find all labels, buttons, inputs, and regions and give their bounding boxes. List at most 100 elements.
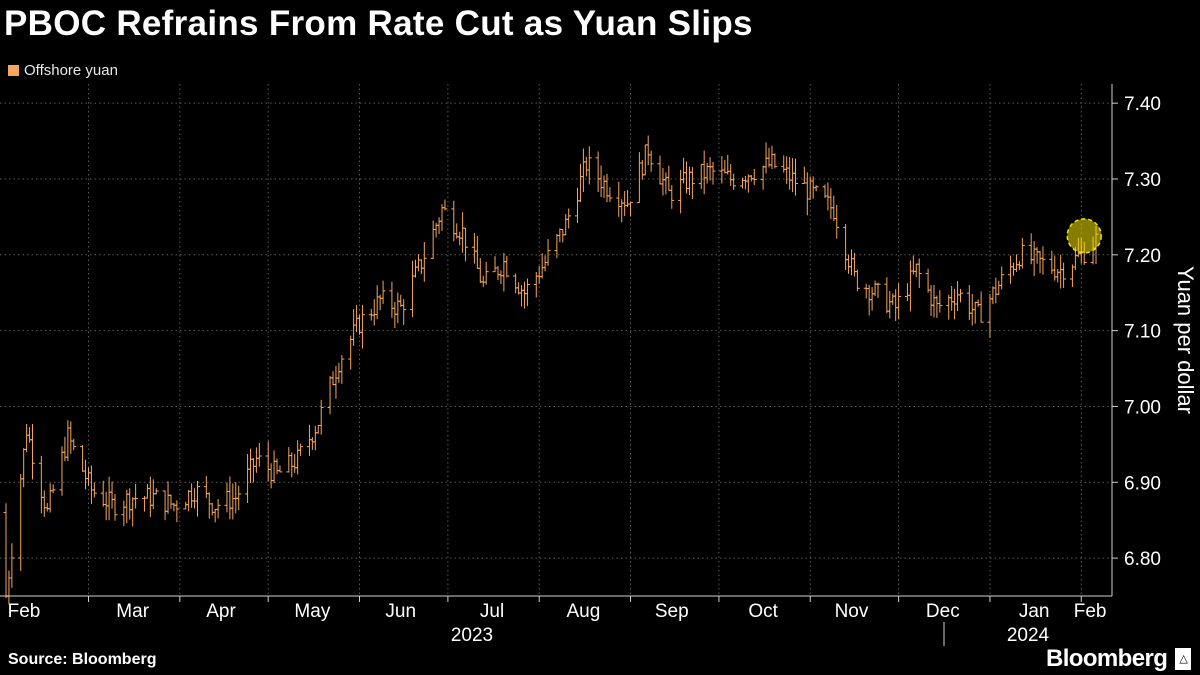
x-tick-label: Jul (480, 601, 504, 622)
price-bar (560, 228, 566, 243)
price-bar (209, 502, 215, 516)
price-bar (710, 161, 716, 185)
price-bar (315, 424, 321, 434)
annotations (1066, 218, 1102, 254)
price-bar (410, 260, 416, 318)
price-bar (85, 467, 91, 486)
price-bar (583, 156, 589, 177)
brand-name: Bloomberg (1046, 645, 1168, 672)
price-bar (1055, 269, 1061, 283)
y-axis-label: Yuan per dollar (1173, 266, 1198, 414)
price-bar (580, 148, 586, 193)
price-bar (628, 201, 634, 217)
price-bar (265, 441, 271, 482)
price-bar (91, 482, 97, 498)
price-bar (268, 463, 274, 489)
price-bar (648, 150, 654, 172)
y-tick-label: 7.30 (1124, 170, 1161, 191)
legend-label: Offshore yuan (24, 62, 118, 79)
price-bar (896, 283, 902, 320)
price-bar (339, 355, 345, 384)
price-bar (566, 208, 572, 229)
price-bar (44, 503, 50, 512)
price-bar (622, 191, 628, 217)
price-bar (854, 269, 860, 292)
price-bar (869, 287, 875, 311)
price-bar (996, 280, 1002, 296)
price-bar (106, 476, 112, 521)
price-bar (937, 290, 943, 313)
price-bar (893, 289, 899, 322)
price-bar (271, 450, 277, 484)
price-bar (731, 173, 737, 191)
price-bar (71, 438, 77, 451)
price-bar (577, 163, 583, 203)
price-bar (30, 424, 36, 480)
price-bar (483, 261, 489, 285)
price-bar (698, 163, 704, 189)
price-bar (934, 295, 940, 318)
price-bar (286, 446, 292, 473)
price-bar (999, 266, 1005, 290)
price-bar (993, 277, 999, 304)
price-bar (21, 448, 27, 488)
price-bar (333, 365, 339, 399)
source-note: Source: Bloomberg (8, 651, 157, 668)
x-tick-label: Sep (655, 601, 689, 622)
price-bar (230, 483, 236, 520)
price-bar (253, 447, 259, 473)
x-year-label: 2023 (451, 625, 493, 646)
price-bar (745, 174, 751, 193)
price-bar (825, 182, 831, 211)
price-bar (318, 399, 324, 435)
price-bar (236, 485, 242, 511)
price-bar (130, 497, 136, 527)
price-bar (1034, 247, 1040, 264)
price-bar (769, 145, 775, 170)
price-bar (843, 223, 849, 270)
price-bar (212, 508, 218, 523)
price-bar (848, 249, 854, 276)
price-bar (454, 223, 460, 239)
price-bar (165, 481, 171, 514)
price-bar (498, 270, 504, 285)
price-bar (645, 135, 651, 166)
price-bar (1031, 241, 1037, 277)
price-bar (463, 227, 469, 262)
x-tick-label: Dec (926, 601, 960, 622)
price-bar (616, 181, 622, 217)
price-bar (471, 233, 477, 264)
price-bar (451, 200, 457, 242)
price-bar (80, 445, 86, 472)
price-bar (206, 492, 212, 519)
x-tick-label: Nov (835, 601, 869, 622)
price-bar (27, 427, 33, 443)
price-bar (309, 437, 315, 450)
price-bar (189, 483, 195, 508)
x-tick-label: Mar (116, 601, 149, 622)
price-bar (504, 255, 510, 278)
price-bar (601, 175, 607, 199)
price-bar (701, 150, 707, 195)
price-bar (306, 424, 312, 457)
y-tick-label: 6.80 (1124, 549, 1161, 570)
price-bar (68, 421, 74, 454)
price-bar (389, 281, 395, 318)
price-bar (215, 499, 221, 519)
price-bar (598, 165, 604, 198)
price-bar (513, 273, 519, 294)
price-bar (194, 480, 200, 517)
price-bar (978, 291, 984, 323)
price-bar (846, 254, 852, 274)
price-bar (928, 285, 934, 316)
x-tick-label: Feb (8, 601, 41, 622)
price-bar (834, 204, 840, 239)
price-bar (371, 299, 377, 326)
price-bar (831, 195, 837, 222)
price-bar (24, 424, 30, 453)
price-bar (542, 255, 548, 272)
legend-swatch (8, 65, 19, 76)
x-tick-label: Oct (748, 601, 778, 622)
price-bar (412, 259, 418, 278)
